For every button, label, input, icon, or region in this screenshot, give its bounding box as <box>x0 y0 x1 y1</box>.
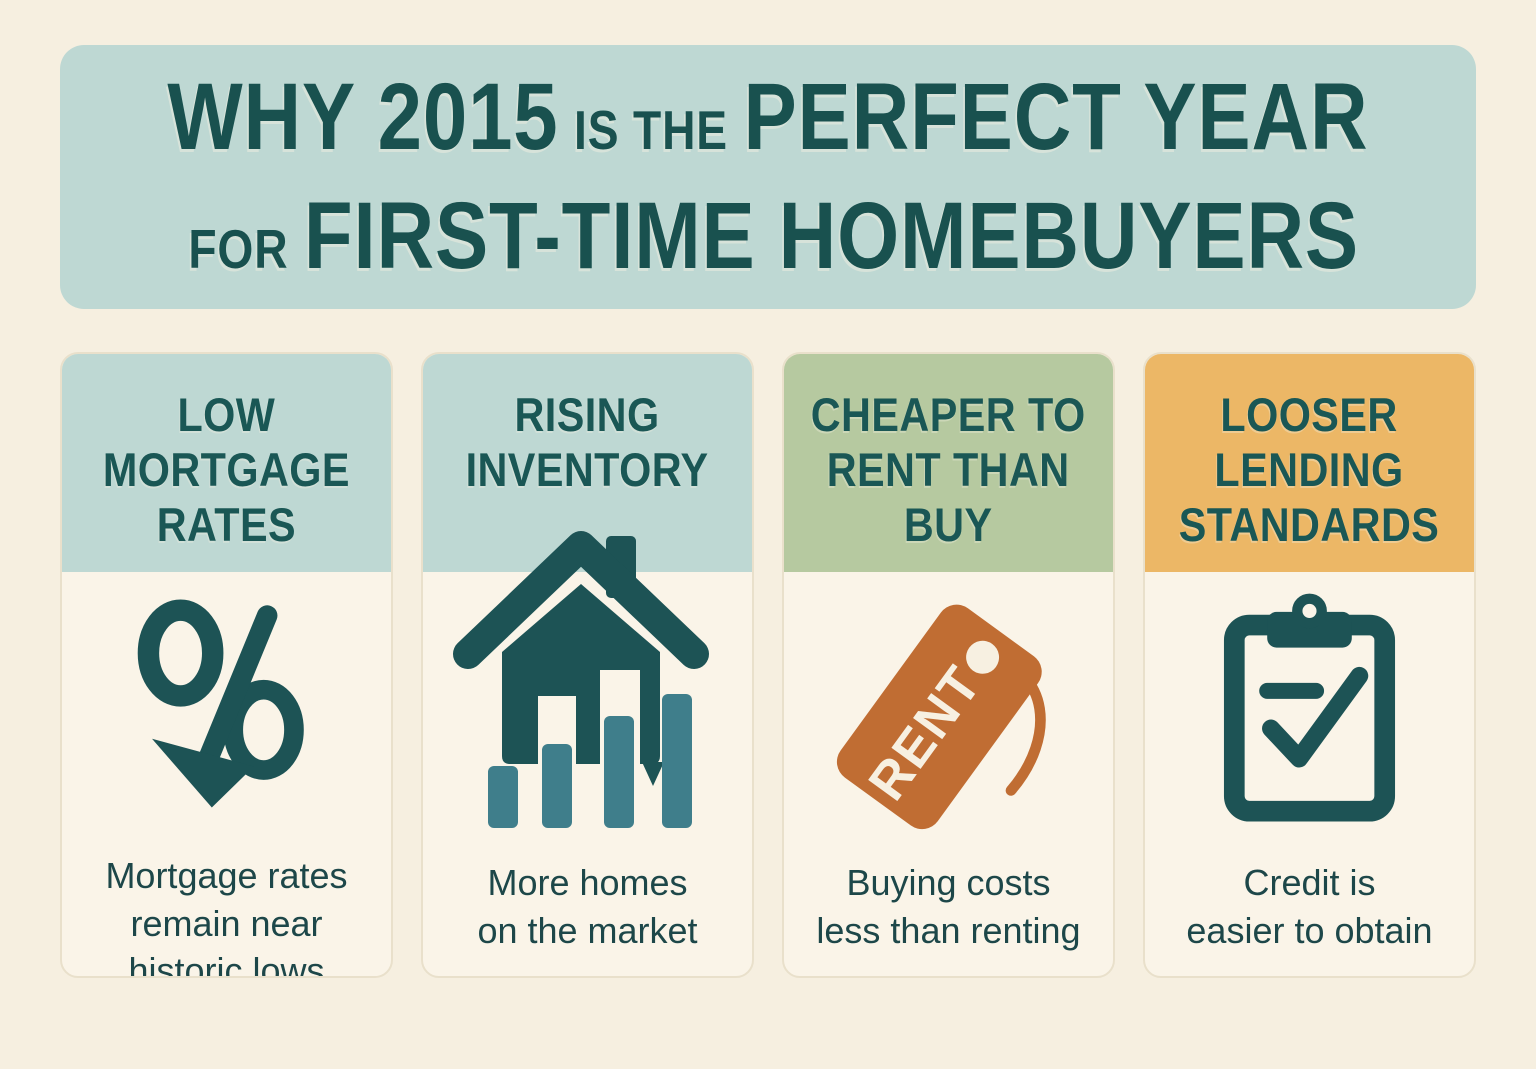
column-rising-inventory: RISING INVENTORY <box>421 352 754 978</box>
column-body: RENT Buying costs less than renting <box>784 572 1113 976</box>
column-cheaper-to-rent-than-buy: CHEAPER TO RENT THAN BUY RENT <box>782 352 1115 978</box>
column-caption: More homes on the market <box>477 862 698 951</box>
column-body: More homes on the market <box>423 531 752 976</box>
benefit-columns: LOW MORTGAGE RATES Mortgage rates remain… <box>60 352 1476 978</box>
column-body: Mortgage rates remain near historic lows <box>62 572 391 978</box>
column-caption: Mortgage rates remain near historic lows <box>105 855 348 978</box>
column-header-label: LOW MORTGAGE RATES <box>102 388 351 551</box>
title-segment-small: FOR <box>188 218 289 280</box>
column-header-label: RISING INVENTORY <box>466 388 709 496</box>
column-header-cheaper-to-rent: CHEAPER TO RENT THAN BUY <box>784 354 1113 572</box>
rent-price-tag-icon: RENT <box>794 572 1104 852</box>
clipboard-checkmark-icon <box>1192 572 1427 852</box>
column-header-label: CHEAPER TO RENT THAN BUY <box>811 388 1086 551</box>
column-caption: Buying costs less than renting <box>816 862 1081 951</box>
column-body: Credit is easier to obtain <box>1145 572 1474 976</box>
title-segment-small: IS THE <box>574 99 729 161</box>
house-bar-chart-icon <box>438 531 738 852</box>
column-header-looser-lending: LOOSER LENDING STANDARDS <box>1145 354 1474 572</box>
infographic-page: WHY 2015 IS THE PERFECT YEAR FOR FIRST-T… <box>0 45 1536 1069</box>
column-header-label: LOOSER LENDING STANDARDS <box>1179 388 1440 551</box>
percent-down-arrow-icon <box>102 572 352 852</box>
title-banner: WHY 2015 IS THE PERFECT YEAR FOR FIRST-T… <box>60 45 1476 309</box>
column-looser-lending-standards: LOOSER LENDING STANDARDS <box>1143 352 1476 978</box>
column-header-low-mortgage-rates: LOW MORTGAGE RATES <box>62 354 391 572</box>
title-line-2: FOR FIRST-TIME HOMEBUYERS <box>64 182 1472 291</box>
title-segment: FIRST-TIME HOMEBUYERS <box>304 183 1360 289</box>
title-segment: PERFECT YEAR <box>743 64 1369 170</box>
column-caption: Credit is easier to obtain <box>1186 862 1433 951</box>
title-segment: WHY 2015 <box>167 64 559 170</box>
column-low-mortgage-rates: LOW MORTGAGE RATES Mortgage rates remain… <box>60 352 393 978</box>
title-line-1: WHY 2015 IS THE PERFECT YEAR <box>53 63 1483 172</box>
